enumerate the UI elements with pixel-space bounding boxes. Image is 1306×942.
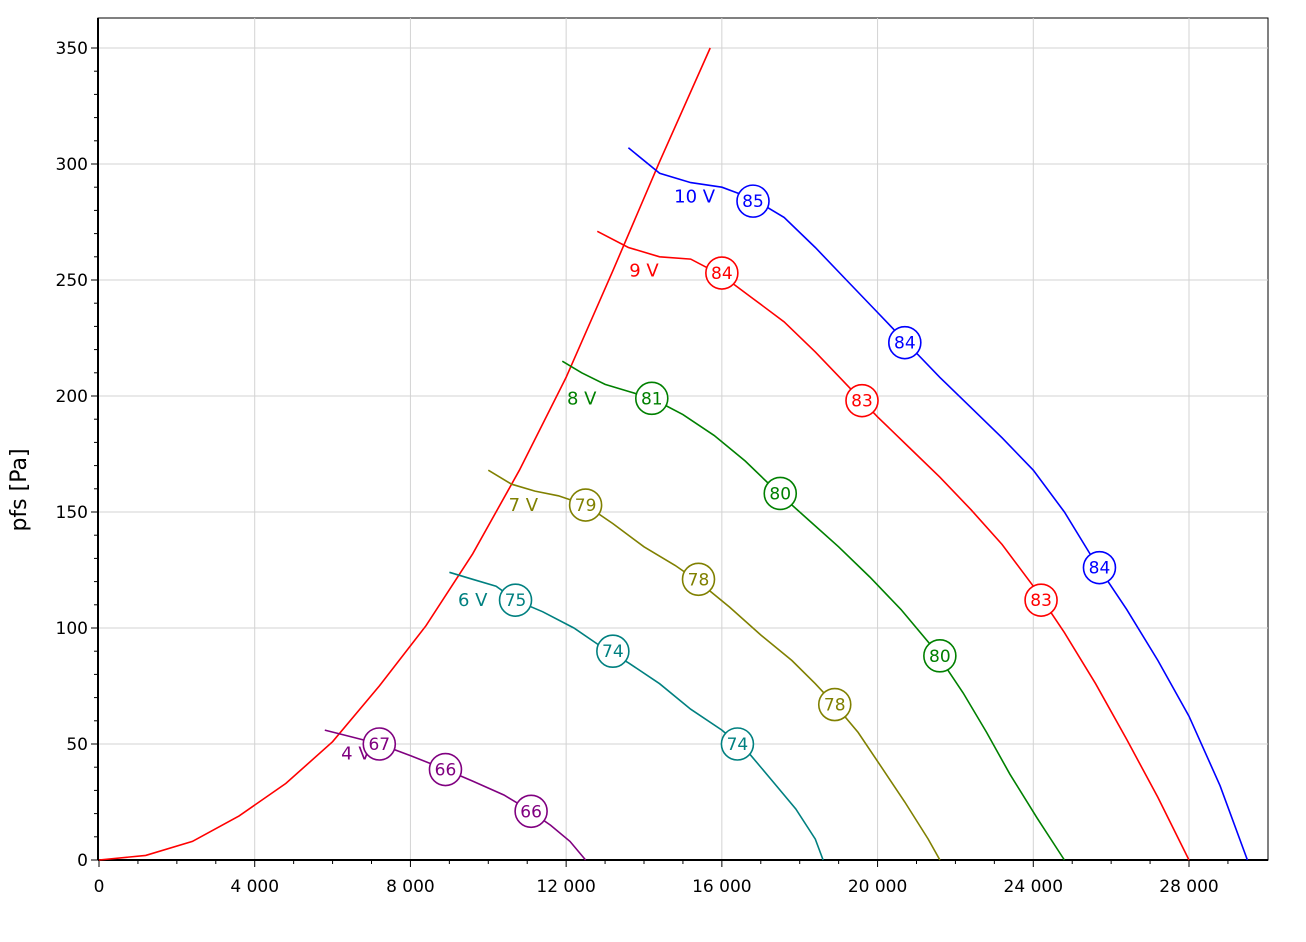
efficiency-marker [888,325,922,360]
efficiency-marker-label: 78 [688,570,710,590]
efficiency-marker [845,383,879,418]
efficiency-marker [817,687,852,722]
x-tick-label: 4 000 [230,877,279,897]
efficiency-marker [568,488,603,522]
series-label: 7 V [509,495,539,516]
efficiency-marker-label: 80 [929,647,951,667]
series-line [561,360,1066,861]
series-label: 10 V [674,186,716,207]
efficiency-marker-label: 83 [1030,591,1052,611]
y-tick-label: 150 [56,503,88,523]
efficiency-marker [736,184,770,218]
x-tick-label: 28 000 [1159,877,1218,897]
y-tick-label: 50 [66,735,88,755]
efficiency-marker [634,381,669,416]
efficiency-marker-label: 78 [824,696,846,716]
y-axis-title: pfs [Pa] [7,448,32,531]
axes: 0 4 000 8 000 12 000 16 000 20 000 24 000 28 00… [56,18,1268,897]
efficiency-marker-label: 84 [1089,559,1111,579]
x-tick-label: 24 000 [1004,877,1063,897]
efficiency-marker-label: 75 [505,591,527,611]
x-tick-label: 0 [94,877,105,897]
series-label: 9 V [629,261,659,282]
y-tick-label: 250 [56,271,88,291]
series-line [596,230,1190,861]
efficiency-marker-label: 66 [520,802,542,822]
y-tick-label: 100 [56,619,88,639]
efficiency-marker [498,583,533,617]
x-tick-label: 8 000 [386,877,435,897]
efficiency-marker-label: 81 [641,389,663,409]
efficiency-marker-label: 74 [727,735,749,755]
efficiency-marker [923,639,957,673]
efficiency-marker [1024,583,1058,617]
x-tick-label: 12 000 [536,877,595,897]
efficiency-marker-label: 79 [575,496,597,516]
efficiency-marker [763,476,798,511]
efficiency-marker [596,634,630,669]
x-tick-label: 16 000 [692,877,751,897]
plot-area: 10 V 85 84 84 9 V 84 83 83 8 V 81 80 80 7 V 79 78 78 6 V… [98,47,1249,861]
efficiency-marker [514,794,548,829]
y-tick-label: 200 [56,387,88,407]
series-line [487,469,941,861]
efficiency-marker [681,562,716,597]
efficiency-marker-label: 84 [894,334,916,354]
series-line [627,147,1249,861]
series-label: 8 V [567,388,597,409]
x-tick-label: 20 000 [848,877,907,897]
y-tick-label: 350 [56,39,88,59]
efficiency-marker-label: 83 [851,392,873,412]
system-curve-line [98,47,711,861]
efficiency-marker [428,752,463,787]
efficiency-marker-label: 74 [602,642,624,662]
grid-lines [97,17,1269,861]
efficiency-marker [705,256,739,290]
efficiency-marker-label: 80 [769,484,791,504]
efficiency-marker [1082,550,1117,585]
y-tick-label: 300 [56,155,88,175]
efficiency-marker-label: 85 [742,192,764,212]
y-tick-label: 0 [77,851,88,871]
efficiency-marker [720,727,755,761]
efficiency-marker-label: 66 [435,761,457,781]
efficiency-marker [362,727,397,761]
series-label: 6 V [458,590,488,611]
efficiency-marker-label: 84 [711,264,733,284]
efficiency-marker-label: 67 [368,735,390,755]
